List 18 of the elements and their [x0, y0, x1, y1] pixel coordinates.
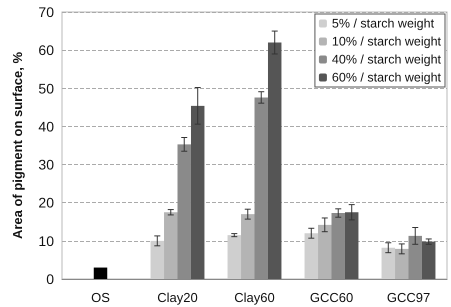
legend-label: 60% / starch weight [332, 70, 442, 84]
y-tick-label: 20 [38, 194, 54, 211]
x-tick-label: GCC97 [386, 290, 430, 305]
y-tick-label: 0 [46, 271, 54, 287]
x-tick-label: Clay60 [234, 290, 275, 305]
legend-label: 40% / starch weight [332, 52, 442, 66]
y-tick-label: 70 [38, 4, 54, 20]
y-tick-label: 40 [38, 118, 54, 134]
legend-label: 10% / starch weight [332, 34, 442, 48]
y-tick-label: 60 [38, 42, 54, 58]
y-axis-title: Area of pigment on surface, % [10, 52, 25, 240]
x-tick-label: GCC60 [310, 290, 354, 305]
x-tick-label: Clay20 [157, 290, 198, 305]
legend-label: 5% / starch weight [332, 16, 435, 30]
x-tick-label: OS [91, 290, 110, 305]
y-tick-label: 30 [38, 156, 54, 173]
y-tick-label: 10 [38, 232, 54, 249]
y-tick-label: 50 [38, 80, 54, 96]
